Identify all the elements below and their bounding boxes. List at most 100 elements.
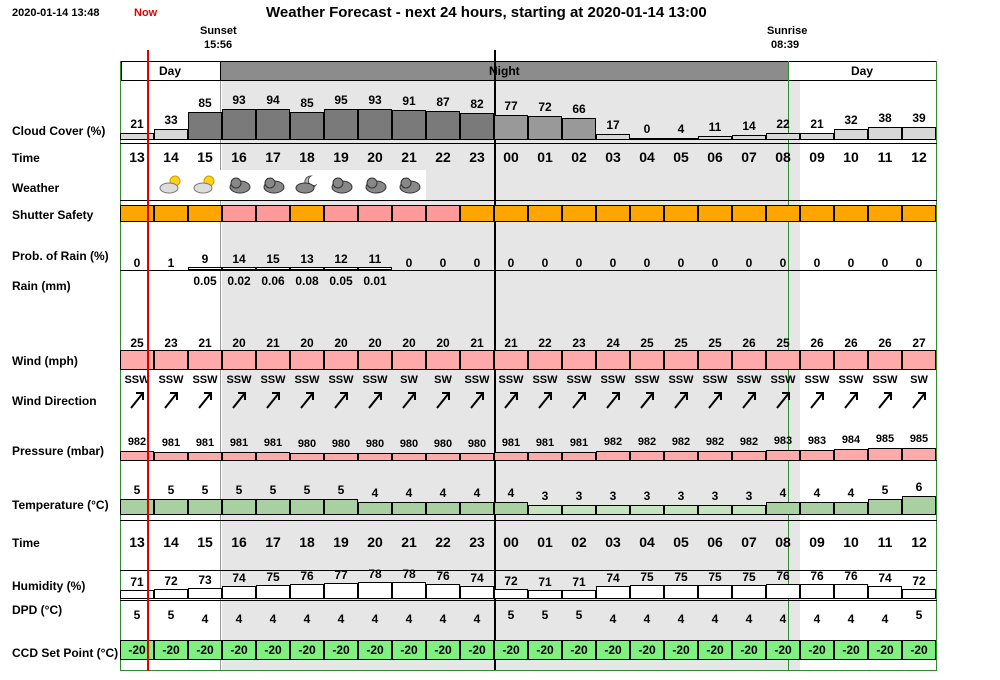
ccd-cell bbox=[596, 640, 630, 660]
humidity-value: 72 bbox=[504, 573, 518, 588]
weather-cell bbox=[256, 170, 290, 200]
humidity-bar bbox=[732, 585, 766, 599]
cloud-value: 72 bbox=[538, 100, 552, 115]
time-cell: 09 bbox=[809, 149, 825, 165]
cloud-bar bbox=[358, 109, 392, 140]
cloud-bar bbox=[528, 116, 562, 140]
ccd-cell bbox=[324, 640, 358, 660]
wind-direction-value: SSW bbox=[328, 374, 354, 386]
humidity-value: 75 bbox=[674, 570, 688, 585]
dpd-value: 4 bbox=[337, 612, 345, 626]
time-cell-2: 02 bbox=[571, 534, 587, 550]
ccd-value: -20 bbox=[502, 643, 520, 657]
wind-direction-value: SSW bbox=[838, 374, 864, 386]
wind-value: 23 bbox=[164, 336, 178, 350]
temperature-value: 4 bbox=[847, 486, 855, 500]
label-humidity: Humidity (%) bbox=[12, 579, 86, 593]
time-cell: 23 bbox=[469, 149, 485, 165]
wind-direction-value: SSW bbox=[804, 374, 830, 386]
pressure-bar bbox=[154, 452, 188, 461]
time-cell-2: 18 bbox=[299, 534, 315, 550]
prob-rain-value: 14 bbox=[232, 252, 246, 266]
cloud-value: 87 bbox=[436, 95, 450, 110]
cloud-bar bbox=[868, 127, 902, 140]
prob-rain-value: 0 bbox=[779, 256, 787, 270]
wind-bar bbox=[732, 350, 766, 370]
humidity-bar bbox=[324, 582, 358, 599]
humidity-value: 75 bbox=[266, 570, 280, 585]
humidity-bar bbox=[188, 587, 222, 599]
day-label-right: Day bbox=[851, 64, 874, 78]
sunrise-time: 08:39 bbox=[771, 39, 800, 51]
cloud-bar bbox=[698, 136, 732, 140]
dpd-value: 4 bbox=[235, 612, 243, 626]
humidity-bar bbox=[596, 586, 630, 599]
night-label: Night bbox=[489, 64, 520, 78]
humidity-value: 71 bbox=[572, 575, 586, 589]
time-cell-2: 04 bbox=[639, 534, 655, 550]
time-cell-2: 07 bbox=[741, 534, 757, 550]
temperature-value: 3 bbox=[575, 489, 583, 503]
cloud-icon bbox=[259, 173, 287, 197]
temperature-bar bbox=[494, 502, 528, 515]
wind-value: 23 bbox=[572, 336, 586, 350]
temperature-value: 5 bbox=[337, 483, 345, 497]
ccd-cell bbox=[698, 640, 732, 660]
pressure-bar bbox=[834, 449, 868, 461]
cloud-bar bbox=[460, 112, 494, 140]
time-cell-2: 00 bbox=[503, 534, 519, 550]
prob-rain-value: 0 bbox=[133, 256, 141, 270]
humidity-bar bbox=[460, 586, 494, 599]
wind-direction-value: SW bbox=[910, 374, 928, 386]
pressure-bar bbox=[630, 451, 664, 461]
ccd-cell bbox=[392, 640, 426, 660]
wind-arrow-icon bbox=[162, 390, 180, 410]
time-cell: 04 bbox=[639, 149, 655, 165]
temperature-bar bbox=[188, 499, 222, 515]
prob-rain-value: 0 bbox=[541, 256, 549, 270]
partly-sunny-icon bbox=[191, 173, 219, 197]
temperature-value: 4 bbox=[371, 486, 379, 500]
cloud-bar bbox=[562, 118, 596, 140]
wind-bar bbox=[596, 350, 630, 370]
label-rain: Rain (mm) bbox=[12, 279, 71, 293]
cloud-value: 38 bbox=[878, 111, 892, 126]
dpd-value: 4 bbox=[201, 612, 209, 626]
pressure-value: 983 bbox=[773, 435, 793, 447]
humidity-bar bbox=[392, 581, 426, 599]
label-weather: Weather bbox=[12, 181, 60, 195]
shutter-cell bbox=[120, 205, 154, 222]
ccd-cell bbox=[426, 640, 460, 660]
ccd-value: -20 bbox=[638, 643, 656, 657]
cloud-value: 91 bbox=[402, 93, 416, 108]
ccd-cell bbox=[868, 640, 902, 660]
humidity-value: 76 bbox=[776, 569, 790, 583]
wind-value: 25 bbox=[130, 336, 144, 350]
pressure-value: 980 bbox=[467, 438, 487, 450]
humidity-bar bbox=[698, 585, 732, 599]
ccd-value: -20 bbox=[740, 643, 758, 657]
wind-bar bbox=[290, 350, 324, 370]
cloud-icon bbox=[225, 173, 253, 197]
weather-cell bbox=[392, 170, 426, 200]
wind-arrow-icon bbox=[808, 390, 826, 410]
prob-rain-value: 0 bbox=[847, 256, 855, 270]
humidity-value: 72 bbox=[912, 573, 926, 588]
pressure-value: 982 bbox=[127, 436, 147, 448]
time-cell: 00 bbox=[503, 149, 519, 165]
time-cell-2: 21 bbox=[401, 534, 417, 550]
temperature-bar bbox=[664, 505, 698, 515]
time-cell-2: 03 bbox=[605, 534, 621, 550]
time-cell: 13 bbox=[129, 149, 145, 165]
cloud-bar bbox=[154, 129, 188, 140]
wind-arrow-icon bbox=[400, 390, 418, 410]
wind-arrow-icon bbox=[876, 390, 894, 410]
temperature-value: 3 bbox=[711, 489, 719, 503]
pressure-value: 985 bbox=[909, 433, 929, 445]
wind-arrow-icon bbox=[264, 390, 282, 410]
time-cell: 22 bbox=[435, 149, 451, 165]
dpd-value: 4 bbox=[371, 612, 379, 626]
shutter-cell bbox=[188, 205, 222, 222]
humidity-bar bbox=[426, 584, 460, 599]
wind-value: 20 bbox=[232, 336, 246, 350]
